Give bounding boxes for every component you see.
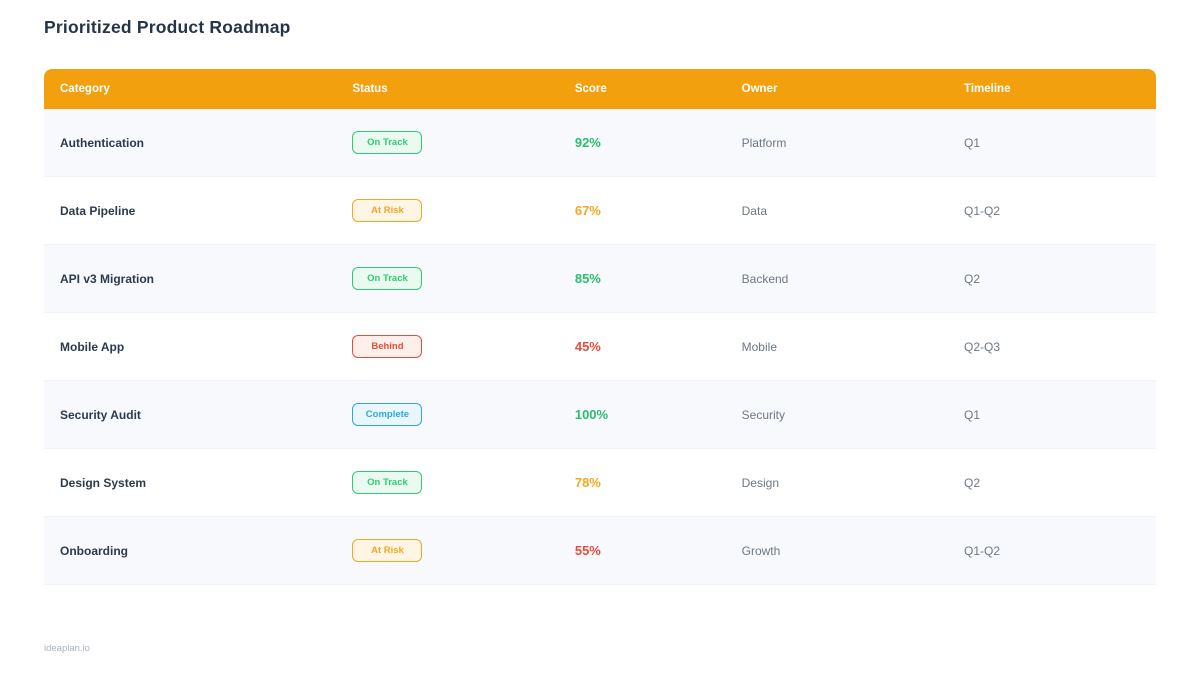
status-badge: Behind <box>352 335 423 358</box>
score-value: 100% <box>574 406 609 422</box>
table-row: Onboarding At Risk 55% Growth Q1-Q2 <box>44 517 1156 585</box>
table-row: Design System On Track 78% Design Q2 <box>44 449 1156 517</box>
category-label: Authentication <box>60 135 144 150</box>
table-row: Authentication On Track 92% Platform Q1 <box>44 109 1156 177</box>
timeline-label: Q2-Q3 <box>964 339 1001 354</box>
status-badge: On Track <box>352 471 423 494</box>
timeline-label: Q1 <box>964 135 981 150</box>
owner-label: Data <box>741 203 767 218</box>
category-label: Design System <box>60 475 147 490</box>
status-badge: Complete <box>352 403 423 426</box>
owner-label: Security <box>741 407 785 422</box>
owner-label: Growth <box>741 543 781 558</box>
timeline-label: Q1-Q2 <box>964 543 1001 558</box>
owner-label: Design <box>741 475 779 490</box>
status-badge: On Track <box>352 131 423 154</box>
score-value: 85% <box>574 270 601 286</box>
category-label: API v3 Migration <box>60 271 155 286</box>
score-value: 55% <box>574 542 601 558</box>
owner-label: Platform <box>741 135 787 150</box>
category-label: Data Pipeline <box>60 203 136 218</box>
column-header-timeline: Timeline <box>964 83 1011 95</box>
table-row: API v3 Migration On Track 85% Backend Q2 <box>44 245 1156 313</box>
category-label: Security Audit <box>60 407 141 422</box>
timeline-label: Q2 <box>964 475 981 490</box>
table-row: Security Audit Complete 100% Security Q1 <box>44 381 1156 449</box>
page-title: Prioritized Product Roadmap <box>44 17 291 37</box>
column-header-owner: Owner <box>741 83 778 95</box>
category-label: Mobile App <box>60 339 125 354</box>
table-row: Data Pipeline At Risk 67% Data Q1-Q2 <box>44 177 1156 245</box>
timeline-label: Q1-Q2 <box>964 203 1001 218</box>
status-badge: At Risk <box>352 199 423 222</box>
score-value: 92% <box>574 134 601 150</box>
status-badge: On Track <box>352 267 423 290</box>
column-header-category: Category <box>60 83 110 95</box>
footer-brand: ideaplan.io <box>44 643 90 654</box>
score-value: 67% <box>574 202 601 218</box>
owner-label: Mobile <box>741 339 777 354</box>
category-label: Onboarding <box>60 543 128 558</box>
column-header-status: Status <box>352 83 388 95</box>
score-value: 45% <box>574 338 601 354</box>
column-header-score: Score <box>574 83 607 95</box>
timeline-label: Q2 <box>964 271 981 286</box>
roadmap-table: Category Status Score Owner Timeline Aut… <box>44 69 1156 585</box>
status-badge: At Risk <box>352 539 423 562</box>
table-header-row: Category Status Score Owner Timeline <box>44 69 1156 109</box>
table-row: Mobile App Behind 45% Mobile Q2-Q3 <box>44 313 1156 381</box>
score-value: 78% <box>574 474 601 490</box>
timeline-label: Q1 <box>964 407 981 422</box>
table-body: Authentication On Track 92% Platform Q1 … <box>44 109 1156 585</box>
owner-label: Backend <box>741 271 789 286</box>
